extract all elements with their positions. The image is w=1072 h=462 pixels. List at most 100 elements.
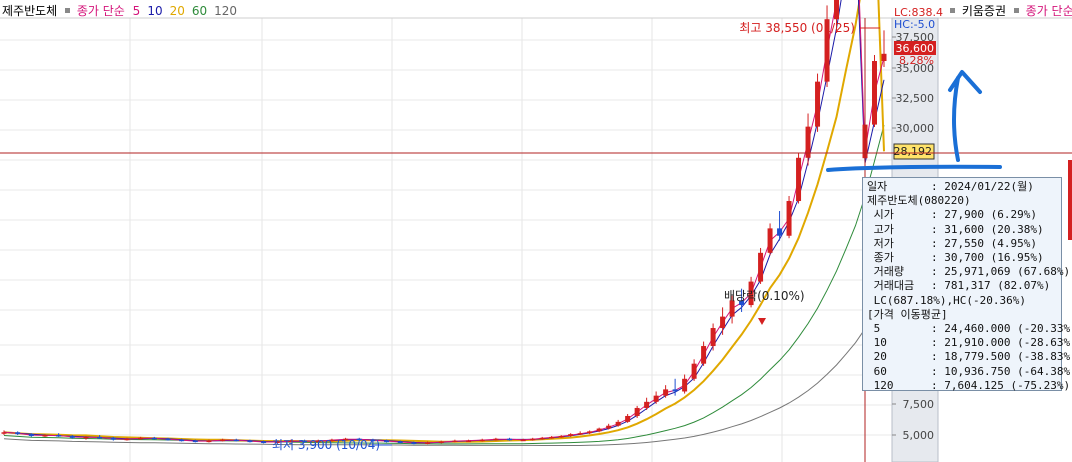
candle-body [710,328,716,347]
tooltip-row: 거래량: 25,971,069 (67.68%) [867,265,1070,279]
tooltip-row: LC(687.18%),HC(-20.36%) [867,294,1057,308]
candle-body [165,438,171,441]
ma120-line [3,294,885,446]
tooltip-key: 일자 [867,180,888,193]
candle-body [748,281,754,306]
ma10-line [3,0,885,444]
candle-body [606,425,612,429]
tooltip-key: 종가 [867,251,894,265]
candle-body [479,439,485,442]
candle-body [653,395,659,402]
current-price-box [894,41,936,55]
candle-body [220,439,226,442]
tooltip-value: : 781,317 (82.07%) [931,279,1051,293]
ma-period-5: 5 [132,4,141,18]
candle-body [315,440,321,443]
tooltip-key: 고가 [867,222,894,236]
candle-body [758,252,764,282]
candle-body [539,437,545,440]
candle-body [15,432,21,435]
drawn-arrow-head [948,70,982,94]
current-price-label: 36,600 [896,42,935,55]
axis-tick-label: 35,000 [896,62,935,75]
tooltip-row: 고가 : 31,600 (20.38%) [867,223,1057,237]
candle-body [634,407,640,416]
current-pct-label: 8.28% [899,54,934,67]
dividend-marker [758,318,766,325]
right-ma-label: 종가 단순 [1025,4,1072,18]
tooltip-key: 거래량 [867,265,904,279]
ma-period-20: 20 [169,4,185,18]
tooltip-value: : 31,600 (20.38%) [931,222,1044,236]
broker-name: 키움증권 [961,4,1006,18]
tooltip-row: [가격 이동평균] [867,308,1057,322]
candle-body [370,439,376,442]
drawn-arrow-shaft [952,76,960,162]
candle-body [568,434,574,436]
axis-tick-label: 32,500 [896,92,935,105]
axis-tick-label: 37,500 [896,31,935,44]
legend-square-icon [65,8,71,13]
tooltip-value: : 7,604.125 (-75.23%) [931,378,1071,392]
axis-tick-label: 5,000 [903,429,935,442]
candle-body [615,421,621,426]
candle-body [577,433,583,435]
tooltip-row: 5: 24,460.000 (-20.33%) [867,322,1072,336]
tooltip-key: 저가 [867,236,894,250]
tooltip-value: : 30,700 (16.95%) [931,251,1044,265]
tooltip-row: 20 : 18,779.500 (-38.83%) [867,350,1072,364]
candle-body [288,440,294,443]
candle-body [83,436,89,439]
tooltip-row: 거래대금 : 781,317 (82.07%) [867,279,1057,293]
candle-body [520,439,526,442]
candle-body [343,438,349,441]
tooltip-value: : 18,779.500 (-38.83%) [931,350,1072,364]
candle-body [777,228,783,236]
candle-body [42,435,48,437]
legend-square-icon [1013,8,1019,13]
dividend-annotation: 배당락(0.10%) [724,289,805,303]
candle-body [192,440,198,443]
axis-tick-label: 30,000 [896,122,935,135]
moving-average-lines [3,0,885,446]
candle-body [302,440,308,443]
tooltip-key: 120 [867,378,894,392]
tooltip-row: 120 : 7,604.125 (-75.23%) [867,378,1070,393]
candle-body [28,434,34,436]
candle-body [1,432,7,434]
ma-period-list: 5 10 20 60 120 [129,4,244,18]
candle-body [530,438,536,441]
tooltip-value: : 10,936.750 (-64.38%) [931,364,1072,378]
hline-price-label: 28,192 [894,145,933,158]
tooltip-value: : 2024/01/22(월) [931,180,1034,193]
low-annotation: 최저 3,900 (10/04) [272,438,380,452]
candle-body [56,435,62,437]
tooltip-key: 60 [867,364,887,378]
candle-body [672,389,678,392]
candle-body [767,228,773,253]
data-tooltip: 일자 : 2024/01/22(월) 제주반도체(080220) 시가: 27,90… [862,177,1072,393]
tooltip-row: 제주반도체(080220) [867,194,1057,208]
tooltip-key: 20 [867,350,887,364]
hc-label: HC:-5.0 [894,18,935,31]
candle-body [438,441,444,444]
candle-body [644,401,650,408]
tooltip-key: 시가 [867,208,894,222]
candle-body [625,415,631,422]
candle-body [425,442,431,444]
tooltip-value: : 27,550 (4.95%) [931,236,1037,250]
stock-name: 제주반도체 [2,4,58,18]
tooltip-key: 거래대금 [867,279,915,293]
tooltip-key: [가격 이동평균] [867,307,948,321]
tooltip-key: 제주반도체(080220) [867,194,971,208]
right-chart-candle [1068,160,1072,240]
tooltip-row: 10: 21,910.000 (-28.63%) [867,336,1072,350]
candle-body [805,126,811,158]
candle-body [179,439,185,442]
tooltip-row: 시가: 27,900 (6.29%) [867,208,1057,222]
candle-body [97,436,103,439]
ma-period-60: 60 [191,4,208,18]
candle-body [558,435,564,438]
candle-body [596,428,602,432]
high-annotation: 최고 38,550 (01/25) [739,21,855,35]
